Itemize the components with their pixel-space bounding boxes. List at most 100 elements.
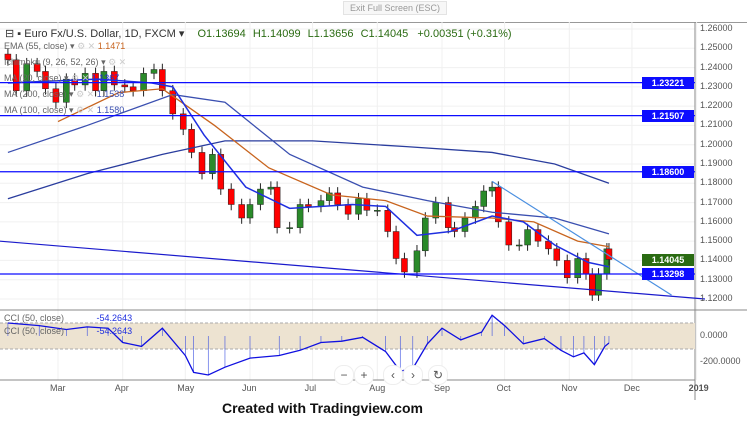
indicator-value: 1.1367	[91, 73, 120, 83]
candle	[267, 186, 275, 190]
time-tick: Jul	[304, 383, 317, 393]
close-value: C1.14045	[360, 28, 409, 40]
scroll-right-button[interactable]: ›	[403, 365, 423, 385]
candle	[334, 192, 341, 205]
high-value: H1.14099	[252, 28, 301, 40]
candle	[296, 204, 304, 228]
indicator-legend[interactable]: MA (20, close) ▾ ⚙ ✕ 1.1367	[4, 73, 120, 83]
time-tick: Dec	[623, 383, 640, 393]
price-tick: 1.19000	[700, 158, 733, 168]
candle	[23, 63, 30, 91]
candle	[495, 186, 502, 223]
indicator-settings-icon[interactable]: ⚙ ✕	[108, 57, 127, 67]
credit-text: Created with Tradingview.com	[222, 400, 423, 416]
candle	[595, 273, 602, 296]
time-tick: Sep	[434, 383, 451, 393]
cci-label: CCI (50, close)	[4, 313, 65, 323]
candle	[227, 188, 235, 205]
candle	[286, 227, 293, 229]
candle	[401, 258, 408, 273]
trendline	[491, 180, 672, 296]
indicator-value: 1.1580	[96, 105, 125, 115]
cci-legend-2: CCI (50, close) -54.2643	[4, 326, 132, 337]
price-tick: 1.26000	[700, 23, 733, 33]
scroll-left-button[interactable]: ‹	[383, 365, 403, 385]
price-label: 1.18600	[642, 165, 694, 178]
candle	[63, 78, 70, 103]
cci-line	[7, 314, 610, 376]
indicator-legend[interactable]: Ichimoku (9, 26, 52, 26) ▾ ⚙ ✕	[4, 57, 127, 67]
candle	[374, 210, 381, 212]
indicator-settings-icon[interactable]: ⚙ ✕	[76, 89, 95, 99]
candle	[179, 113, 187, 130]
symbol-legend: ⊟ ▪ Euro Fx/U.S. Dollar, 1D, FXCM ▾ O1.1…	[5, 28, 512, 40]
price-label: 1.13298	[642, 267, 694, 280]
cci-tick: 0.0000	[700, 330, 728, 340]
candle	[111, 71, 118, 86]
top-bar: Exit Full Screen (ESC)	[0, 0, 747, 23]
ma200-line	[7, 140, 610, 200]
price-tick: 1.14000	[700, 254, 733, 265]
zoom-in-button[interactable]: +	[354, 365, 374, 385]
time-tick: Oct	[496, 383, 511, 393]
candle	[515, 244, 523, 247]
collapse-icon[interactable]: ⊟ ▪	[5, 28, 25, 40]
indicator-legend[interactable]: MA (100, close) ▾ ⚙ ✕ 1.1580	[4, 105, 125, 115]
low-value: L1.13656	[307, 28, 354, 40]
reset-chart-button[interactable]: ↻	[428, 365, 448, 385]
trendline	[0, 240, 706, 300]
price-tick: 1.20000	[700, 138, 733, 149]
candle	[445, 202, 452, 228]
price-label: 1.21507	[642, 109, 694, 122]
indicator-settings-icon[interactable]: ⚙ ✕	[71, 73, 90, 83]
candle	[150, 69, 158, 74]
time-tick: Aug	[369, 383, 386, 393]
price-tick: 1.21000	[700, 119, 733, 130]
price-tick: 1.22000	[700, 100, 733, 111]
indicator-label: MA (20, close)	[4, 73, 62, 83]
zoom-out-button[interactable]: −	[334, 365, 354, 385]
candle	[188, 129, 195, 153]
indicator-label: MA (200, close)	[4, 89, 67, 99]
change-value: +0.00351 (+0.31%)	[417, 28, 512, 40]
indicator-legend[interactable]: MA (200, close) ▾ ⚙ ✕ 1.1538	[4, 89, 125, 99]
candle	[273, 186, 281, 228]
indicator-legend[interactable]: EMA (55, close) ▾ ⚙ ✕ 1.1471	[4, 41, 126, 51]
price-tick: 1.25000	[700, 42, 733, 53]
time-tick: Jun	[242, 383, 257, 393]
candle	[355, 198, 362, 215]
price-label: 1.23221	[642, 76, 694, 89]
price-tick: 1.18000	[700, 177, 733, 188]
time-tick: Mar	[50, 383, 66, 393]
indicator-settings-icon[interactable]: ⚙ ✕	[77, 41, 96, 51]
candle	[257, 188, 264, 205]
candle	[524, 229, 531, 246]
candle	[100, 71, 108, 91]
candle	[238, 204, 245, 219]
candle	[574, 258, 581, 279]
candle	[344, 204, 352, 215]
indicator-settings-icon[interactable]: ⚙ ✕	[76, 105, 95, 115]
candle	[589, 273, 596, 296]
cci-label-2: CCI (50, close)	[4, 326, 65, 336]
price-tick: 1.24000	[700, 61, 733, 72]
cci-value-2: -54.2643	[96, 326, 133, 336]
indicator-label: MA (100, close)	[4, 105, 67, 115]
candle	[159, 69, 166, 91]
candle	[52, 88, 60, 103]
candle	[488, 186, 496, 192]
candle	[246, 204, 254, 219]
symbol-title[interactable]: Euro Fx/U.S. Dollar, 1D, FXCM	[24, 28, 176, 40]
candle	[13, 59, 20, 91]
price-tick: 1.17000	[700, 196, 733, 207]
indicator-value: 1.1538	[96, 89, 125, 99]
price-tick: 1.23000	[700, 80, 733, 91]
exit-fullscreen-button[interactable]: Exit Full Screen (ESC)	[343, 1, 448, 15]
time-tick: 2019	[688, 383, 709, 393]
candle	[553, 248, 561, 261]
candle	[33, 63, 41, 72]
candle	[413, 250, 421, 273]
open-value: O1.13694	[197, 28, 246, 40]
price-tick: 1.16000	[700, 215, 733, 226]
